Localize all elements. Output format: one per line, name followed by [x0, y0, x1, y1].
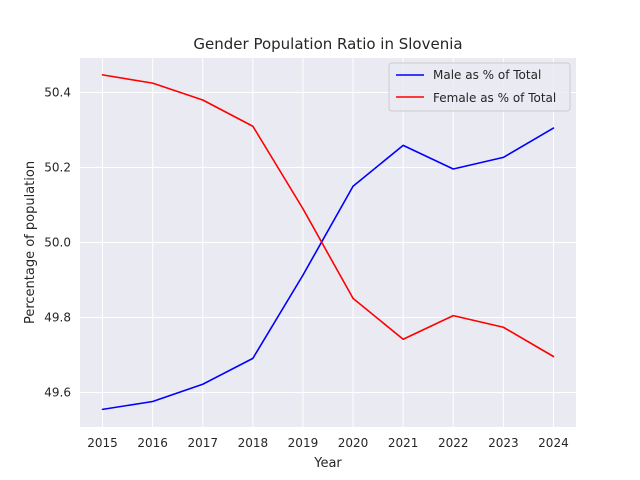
- series-lines: [101, 74, 555, 411]
- y-tick-label: 50.2: [44, 161, 71, 175]
- x-tick-label: 2019: [288, 436, 319, 450]
- y-tick-label: 50.0: [44, 236, 71, 250]
- x-tick-label: 2017: [187, 436, 218, 450]
- y-tick-label: 49.8: [44, 311, 71, 325]
- x-tick-label: 2024: [538, 436, 569, 450]
- series-line-male: [101, 127, 555, 411]
- y-tick-label: 50.4: [44, 86, 71, 100]
- grid-lines: [80, 58, 576, 427]
- legend-box: [388, 62, 571, 112]
- y-tick-labels: 49.6 49.8 50.0 50.2 50.4: [44, 86, 71, 400]
- series-line-female: [101, 74, 555, 358]
- x-tick-label: 2022: [438, 436, 469, 450]
- legend-label-male: Male as % of Total: [433, 68, 541, 82]
- x-axis-label: Year: [313, 456, 342, 471]
- legend-label-female: Female as % of Total: [433, 91, 556, 105]
- y-tick-label: 49.6: [44, 386, 71, 400]
- x-tick-labels: 2015 2016 2017 2018 2019 2020 2021 2022 2023 2024: [87, 436, 568, 450]
- x-tick-label: 2015: [87, 436, 118, 450]
- x-tick-label: 2016: [137, 436, 168, 450]
- x-tick-label: 2018: [238, 436, 269, 450]
- x-tick-label: 2023: [488, 436, 519, 450]
- chart-title: Gender Population Ratio in Slovenia: [193, 35, 462, 53]
- x-tick-label: 2020: [338, 436, 369, 450]
- y-axis-label: Percentage of population: [23, 161, 38, 324]
- x-tick-label: 2021: [388, 436, 419, 450]
- legend: Male as % of Total Female as % of Total: [388, 62, 571, 112]
